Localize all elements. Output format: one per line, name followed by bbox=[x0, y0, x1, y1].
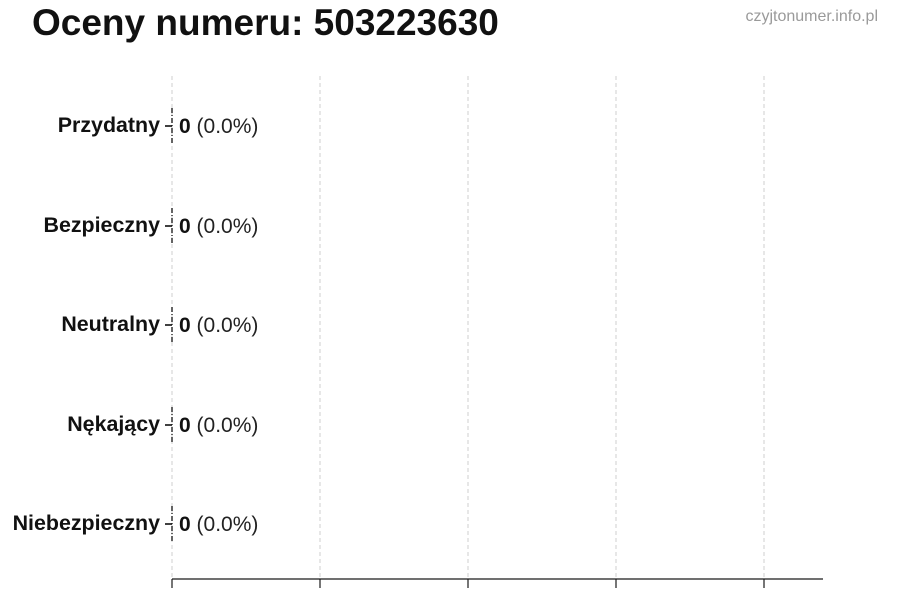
svg-text:Nękający: Nękający bbox=[67, 412, 160, 436]
svg-text:0 (0.0%): 0 (0.0%) bbox=[179, 115, 258, 138]
svg-text:0 (0.0%): 0 (0.0%) bbox=[179, 314, 258, 337]
svg-text:Neutralny: Neutralny bbox=[61, 312, 160, 336]
svg-text:Niebezpieczny: Niebezpieczny bbox=[13, 511, 161, 535]
svg-text:0 (0.0%): 0 (0.0%) bbox=[179, 215, 258, 238]
svg-text:Bezpieczny: Bezpieczny bbox=[44, 213, 161, 237]
svg-text:Przydatny: Przydatny bbox=[58, 113, 160, 137]
svg-text:0 (0.0%): 0 (0.0%) bbox=[179, 414, 258, 437]
svg-text:0 (0.0%): 0 (0.0%) bbox=[179, 513, 258, 536]
